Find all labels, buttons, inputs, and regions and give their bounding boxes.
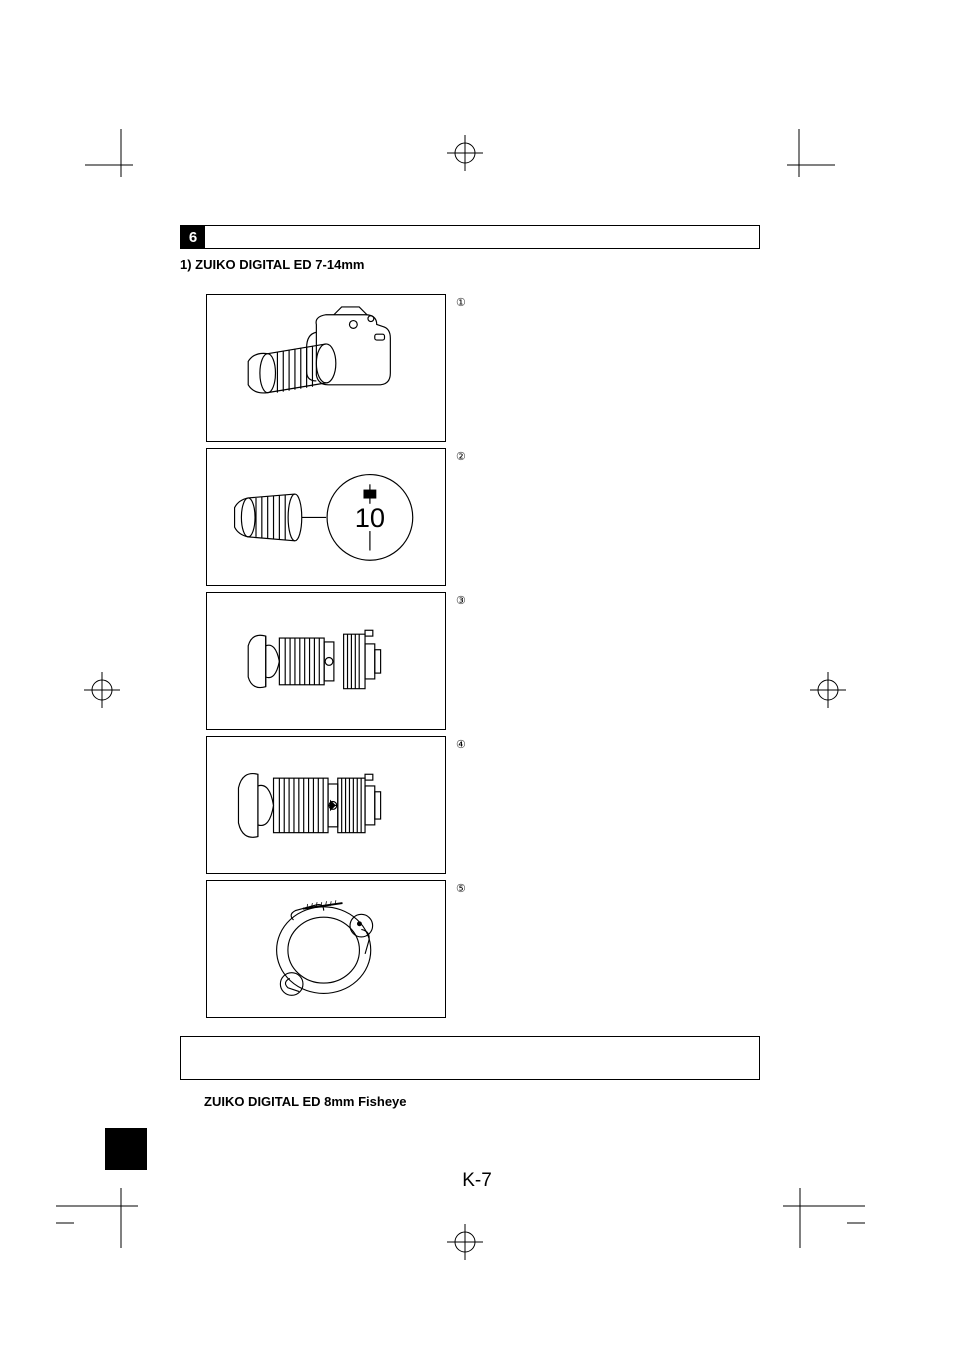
diagram-numeral-5: ⑤ xyxy=(456,882,466,895)
diagram-zoom-scale: 10 xyxy=(206,448,446,586)
diagram-row-5: ⑤ xyxy=(206,880,760,1018)
section-number: 6 xyxy=(181,226,205,248)
note-box xyxy=(180,1036,760,1080)
subsection-2-title: ZUIKO DIGITAL ED 8mm Fisheye xyxy=(204,1094,760,1109)
reg-mark-left xyxy=(84,672,120,708)
section-header: 6 xyxy=(180,225,760,249)
diagram-row-4: ④ xyxy=(206,736,760,874)
crop-mark-tl xyxy=(85,129,145,189)
diagram-numeral-2: ② xyxy=(456,450,466,463)
mount-ring-illustration-icon xyxy=(222,888,429,1010)
camera-illustration-icon xyxy=(219,305,433,432)
reg-mark-right xyxy=(810,672,846,708)
zoom-value-text: 10 xyxy=(355,502,385,533)
zoom-scale-illustration-icon: 10 xyxy=(219,459,433,576)
section-title-blank xyxy=(205,226,759,248)
diagram-mount-ring xyxy=(206,880,446,1018)
diagram-numeral-1: ① xyxy=(456,296,466,309)
page-number: K-7 xyxy=(0,1170,954,1192)
crop-mark-br xyxy=(775,1188,865,1258)
diagram-row-1: ① xyxy=(206,294,760,442)
diagram-row-3: ③ xyxy=(206,592,760,730)
diagram-camera xyxy=(206,294,446,442)
diagram-list: ① xyxy=(206,294,760,1018)
crop-mark-tr xyxy=(775,129,835,189)
diagram-lens-extended xyxy=(206,736,446,874)
section-subtitle: 1) ZUIKO DIGITAL ED 7-14mm xyxy=(180,257,760,272)
page-content: 6 1) ZUIKO DIGITAL ED 7-14mm xyxy=(180,225,760,1109)
diagram-numeral-3: ③ xyxy=(456,594,466,607)
diagram-row-2: 10 ② xyxy=(206,448,760,586)
diagram-lens-collapsed xyxy=(206,592,446,730)
reg-mark-bottom xyxy=(447,1224,483,1260)
lens-collapsed-illustration-icon xyxy=(219,603,433,720)
page-tab xyxy=(105,1128,147,1170)
reg-mark-top xyxy=(447,135,483,171)
lens-extended-illustration-icon xyxy=(219,747,433,864)
diagram-numeral-4: ④ xyxy=(456,738,466,751)
crop-mark-bl xyxy=(56,1188,146,1258)
